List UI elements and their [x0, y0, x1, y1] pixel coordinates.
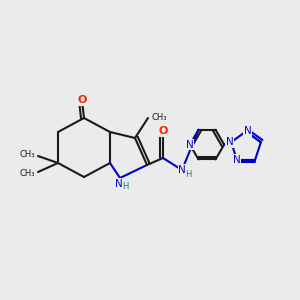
Text: N: N: [186, 140, 194, 150]
Text: N: N: [178, 165, 186, 175]
Text: CH₃: CH₃: [20, 150, 35, 159]
Text: H: H: [122, 182, 129, 191]
Text: N: N: [244, 126, 251, 136]
Text: N: N: [226, 137, 233, 147]
Text: N: N: [115, 179, 122, 189]
Text: CH₃: CH₃: [20, 169, 35, 178]
Text: O: O: [158, 127, 168, 136]
Text: N: N: [233, 154, 241, 165]
Text: CH₃: CH₃: [151, 113, 167, 122]
Text: O: O: [77, 95, 87, 105]
Text: H: H: [185, 170, 192, 179]
